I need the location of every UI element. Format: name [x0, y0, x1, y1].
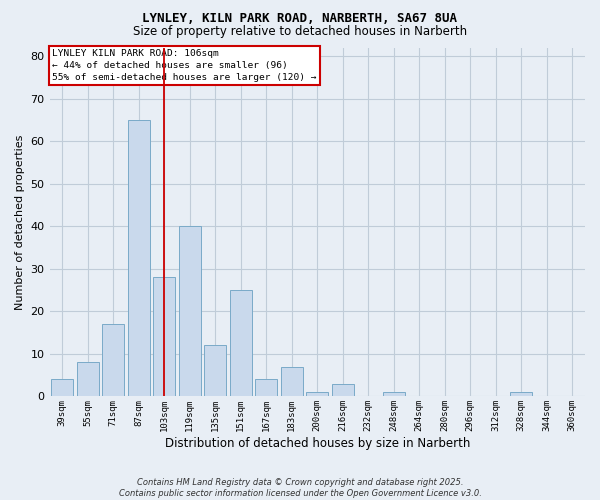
Text: Size of property relative to detached houses in Narberth: Size of property relative to detached ho… [133, 25, 467, 38]
Bar [383, 392, 404, 396]
Bar [77, 362, 98, 396]
Y-axis label: Number of detached properties: Number of detached properties [15, 134, 25, 310]
Bar [307, 392, 328, 396]
Bar [256, 380, 277, 396]
Bar [154, 278, 175, 396]
X-axis label: Distribution of detached houses by size in Narberth: Distribution of detached houses by size … [164, 437, 470, 450]
Text: LYNLEY KILN PARK ROAD: 106sqm
← 44% of detached houses are smaller (96)
55% of s: LYNLEY KILN PARK ROAD: 106sqm ← 44% of d… [52, 49, 317, 82]
Text: LYNLEY, KILN PARK ROAD, NARBERTH, SA67 8UA: LYNLEY, KILN PARK ROAD, NARBERTH, SA67 8… [143, 12, 458, 26]
Bar [511, 392, 532, 396]
Bar [332, 384, 353, 396]
Bar [230, 290, 251, 397]
Text: Contains HM Land Registry data © Crown copyright and database right 2025.
Contai: Contains HM Land Registry data © Crown c… [119, 478, 481, 498]
Bar [179, 226, 200, 396]
Bar [281, 366, 302, 396]
Bar [205, 346, 226, 397]
Bar [103, 324, 124, 396]
Bar [52, 380, 73, 396]
Bar [128, 120, 149, 396]
